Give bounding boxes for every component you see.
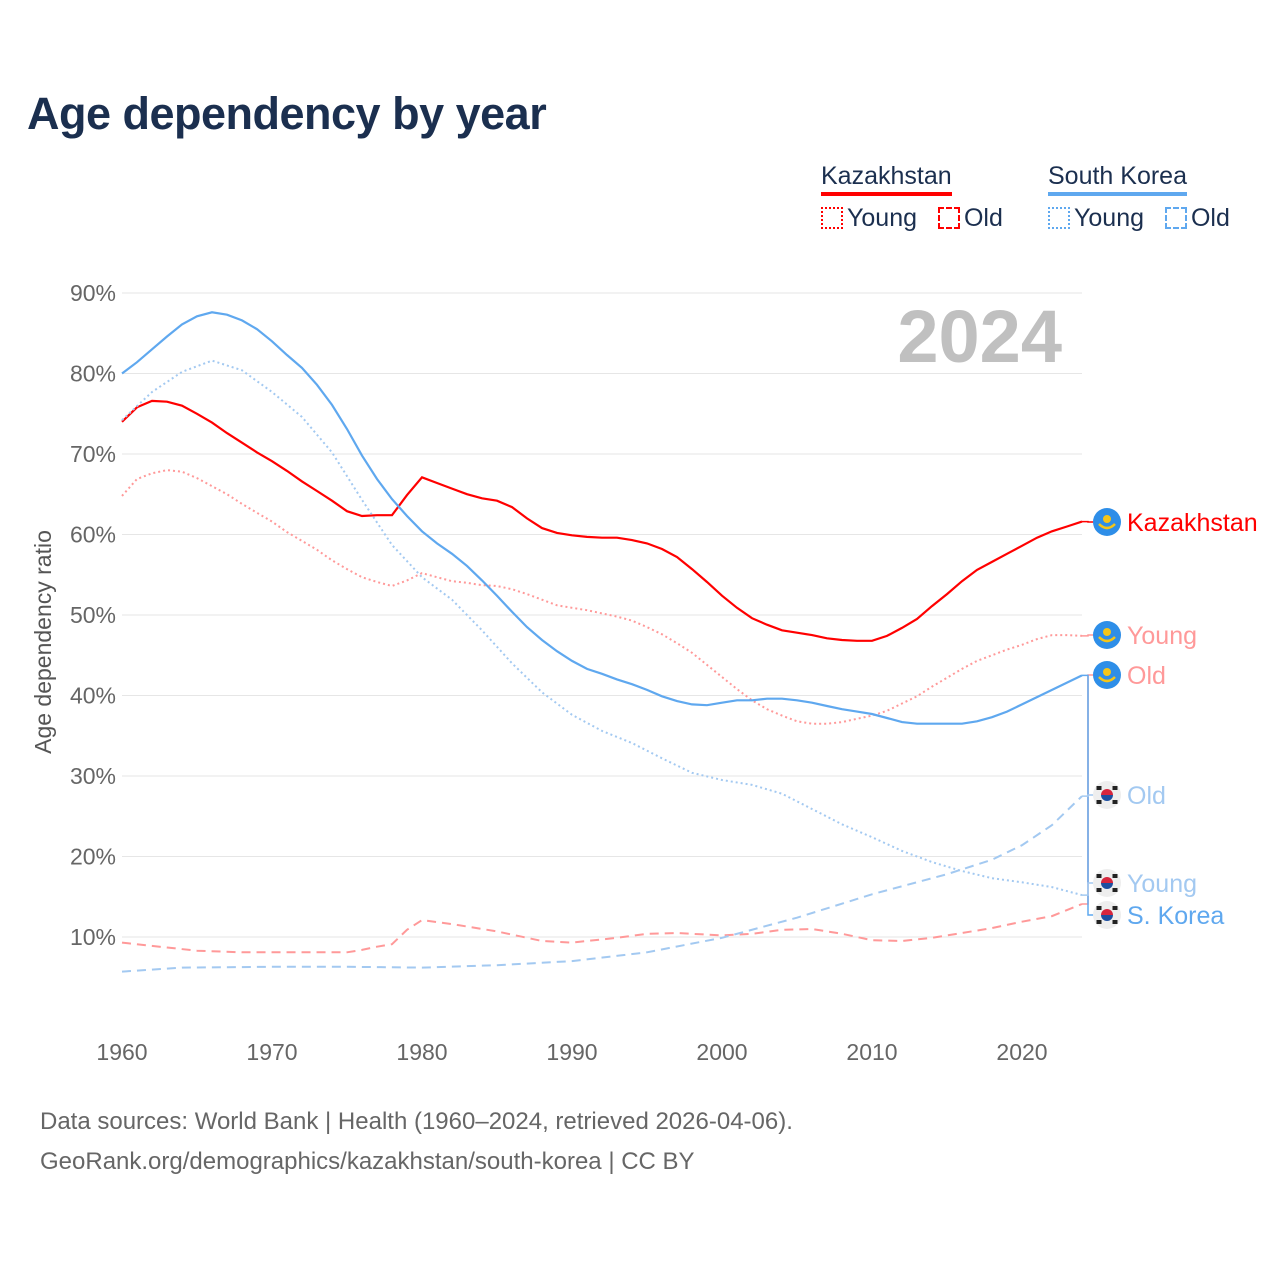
y-tick-label: 90% [70,280,116,306]
y-tick-label: 60% [70,522,116,548]
kazakhstan-flag-icon [1093,508,1121,536]
end-label: Young [1127,622,1197,650]
x-tick-label: 1970 [246,1039,297,1065]
x-tick-label: 2010 [846,1039,897,1065]
series-line-south-korea-old[interactable] [121,795,1083,973]
legend-kazakhstan-old[interactable]: Old [937,204,1003,232]
footer-link[interactable]: GeoRank.org/demographics/kazakhstan/sout… [40,1148,695,1175]
legend-kazakhstan-label[interactable]: Kazakhstan [821,162,952,196]
legend-item-label: Young [847,204,917,232]
series-line-kazakhstan-old[interactable] [121,903,1083,954]
end-label: Old [1127,662,1166,690]
series-line-south-korea[interactable] [121,311,1083,725]
year-watermark: 2024 [897,295,1062,378]
legend-south-korea-label[interactable]: South Korea [1048,162,1187,196]
x-tick-label: 1980 [396,1039,447,1065]
y-tick-label: 30% [70,763,116,789]
end-label: Old [1127,782,1166,810]
chart-title: Age dependency by year [27,88,547,139]
y-axis-label: Age dependency ratio [30,530,56,754]
dashed-swatch-icon [937,207,960,229]
end-label: Kazakhstan [1127,509,1258,537]
end-label: Young [1127,870,1197,898]
label-connector [1082,634,1094,637]
y-tick-label: 80% [70,361,116,387]
x-tick-label: 2020 [996,1039,1047,1065]
series-line-south-korea-young[interactable] [121,359,1083,897]
kazakhstan-flag-icon [1093,621,1121,649]
y-tick-label: 50% [70,602,116,628]
dashed-swatch-icon [1164,207,1187,229]
dotted-swatch-icon [821,207,843,229]
legend-item-label: Old [1190,204,1230,232]
legend-item-label: Old [963,204,1003,232]
south-korea-flag-icon [1093,781,1121,809]
y-tick-label: 40% [70,683,116,709]
x-tick-label: 1960 [96,1039,147,1065]
legend-item-label: Young [1074,204,1144,232]
label-connector [1082,882,1094,896]
legend-south-korea[interactable]: South Korea Young Old [1048,162,1230,233]
footer-sources: Data sources: World Bank | Health (1960–… [40,1108,793,1135]
label-connector [1082,794,1094,797]
y-tick-label: 70% [70,441,116,467]
kazakhstan-flag-icon [1093,661,1121,689]
series-line-kazakhstan[interactable] [121,399,1083,642]
legend-kazakhstan[interactable]: Kazakhstan Young Old [821,162,1003,233]
y-tick-label: 20% [70,844,116,870]
legend-south-korea-young[interactable]: Young [1048,204,1144,232]
x-tick-label: 2000 [696,1039,747,1065]
south-korea-flag-icon [1093,869,1121,897]
x-tick-label: 1990 [546,1039,597,1065]
end-label: S. Korea [1127,902,1224,930]
dotted-swatch-icon [1048,207,1070,229]
series-line-kazakhstan-young[interactable] [121,469,1083,725]
legend-kazakhstan-young[interactable]: Young [821,204,917,232]
y-tick-label: 10% [70,924,116,950]
south-korea-flag-icon [1093,901,1121,929]
legend-south-korea-old[interactable]: Old [1164,204,1230,232]
